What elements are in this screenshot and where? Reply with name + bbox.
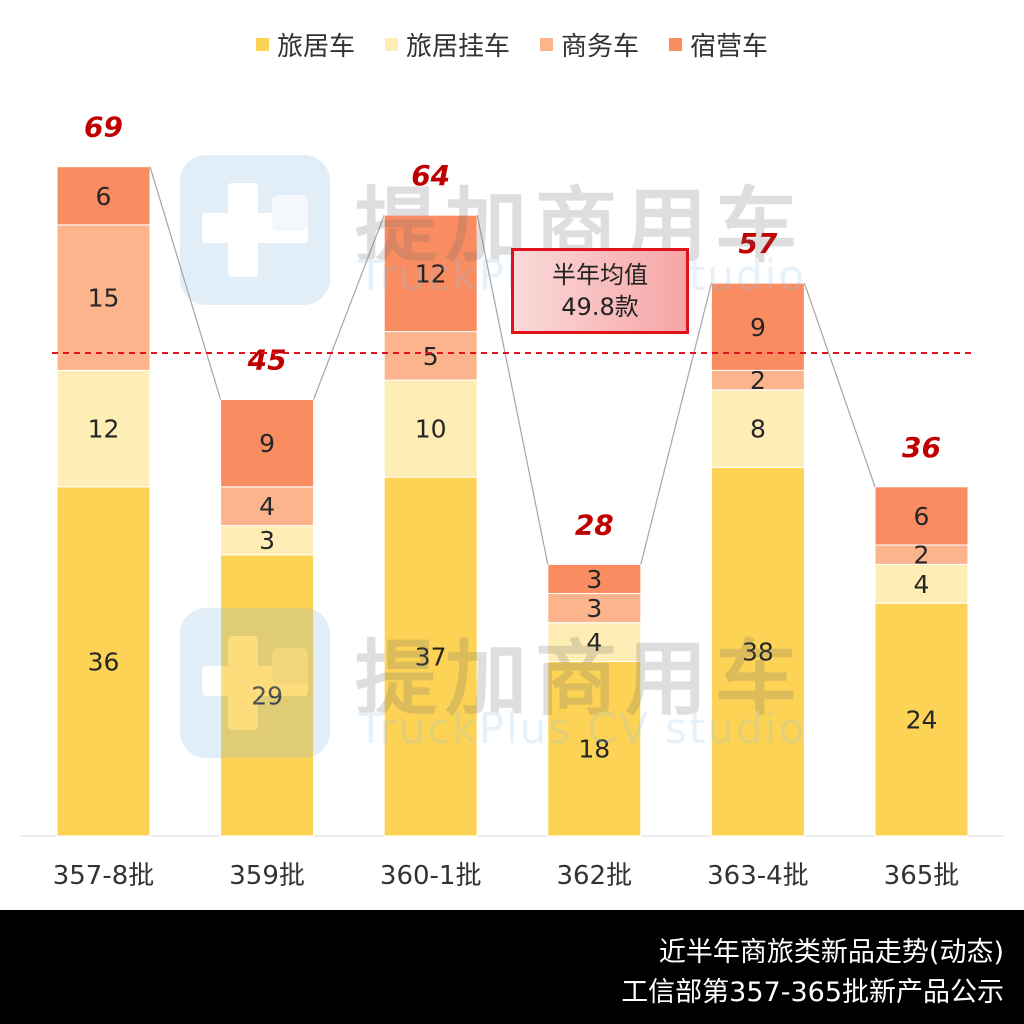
bar-segment-label: 2 xyxy=(914,541,930,570)
legend-label: 商务车 xyxy=(561,32,640,62)
stacked-bar-chart: 361215669357-8批2934945359批371051264360-1… xyxy=(20,111,1004,891)
connector-line xyxy=(149,166,222,400)
bar-segment-label: 4 xyxy=(259,492,275,521)
footer-title: 近半年商旅类新品走势(动态) xyxy=(658,937,1004,968)
bar-segment-label: 6 xyxy=(96,182,112,211)
bar-segment-label: 18 xyxy=(578,735,610,764)
bar-segment-label: 12 xyxy=(415,259,447,288)
bar-segment xyxy=(547,622,642,662)
bar-segment-label: 24 xyxy=(906,706,938,735)
connector-line xyxy=(803,282,876,487)
bar-segment xyxy=(56,166,151,226)
bar-segment xyxy=(547,660,642,837)
footer-source: 工信部第357-365批新产品公示 xyxy=(621,977,1004,1008)
legend: 旅居车 旅居挂车 商务车 宿营车 xyxy=(0,26,1024,63)
x-tick-label: 363-4批 xyxy=(707,861,809,891)
legend-swatch xyxy=(255,38,269,51)
bar-segment xyxy=(547,563,642,595)
connector-line xyxy=(476,215,549,565)
bar-segment-label: 8 xyxy=(750,415,766,444)
bar-segment-label: 3 xyxy=(259,526,275,555)
bar-segment xyxy=(56,486,151,837)
bar-total-label: 69 xyxy=(84,111,123,144)
legend-swatch xyxy=(384,38,398,51)
bar-segment-label: 38 xyxy=(742,638,774,667)
legend-label: 宿营车 xyxy=(690,32,769,62)
x-tick-label: 360-1批 xyxy=(380,861,482,891)
bar-segment xyxy=(383,331,478,381)
bar-segment-label: 6 xyxy=(914,502,930,531)
legend-item-camper: 宿营车 xyxy=(669,26,768,63)
bar-segment xyxy=(547,593,642,624)
legend-swatch xyxy=(669,38,683,51)
bar-segment xyxy=(220,399,315,488)
legend-label: 旅居挂车 xyxy=(405,32,510,62)
bar-segment xyxy=(220,486,315,527)
bar-segment xyxy=(383,379,478,478)
bar-segment-label: 5 xyxy=(423,342,439,371)
footer: 近半年商旅类新品走势(动态) 工信部第357-365批新产品公示 xyxy=(0,910,1024,1024)
bar-segment xyxy=(874,486,969,546)
bar-segment-label: 4 xyxy=(914,570,930,599)
bar-segment xyxy=(710,282,805,371)
bar-total-label: 36 xyxy=(902,431,941,464)
bar-segment xyxy=(383,214,478,333)
bar-segment xyxy=(874,563,969,604)
legend-label: 旅居车 xyxy=(276,32,355,62)
connector-line xyxy=(640,282,712,565)
average-value: 49.8款 xyxy=(561,293,639,321)
bar-segment xyxy=(383,476,478,837)
bar-segment-label: 29 xyxy=(251,681,283,710)
average-callout: 半年均值 49.8款 xyxy=(511,248,689,334)
bar-segment-label: 3 xyxy=(586,565,602,594)
legend-swatch xyxy=(540,38,553,51)
bar-total-label: 57 xyxy=(738,227,777,260)
bar-segment-label: 37 xyxy=(415,643,447,672)
legend-item-business: 商务车 xyxy=(540,26,639,63)
bar-segment xyxy=(874,602,969,837)
bar-segment xyxy=(220,525,315,556)
bar-segment-label: 2 xyxy=(750,366,766,395)
bar-segment-label: 12 xyxy=(88,415,120,444)
bar-segment xyxy=(710,389,805,468)
bar-segment-label: 9 xyxy=(259,429,275,458)
average-label: 半年均值 xyxy=(552,261,648,289)
x-tick-label: 365批 xyxy=(884,861,960,891)
bar-segment-label: 3 xyxy=(586,594,602,623)
bar-segment-label: 36 xyxy=(88,647,120,676)
x-tick-label: 362批 xyxy=(556,861,632,891)
connector-line xyxy=(313,214,385,400)
bar-segment-label: 4 xyxy=(586,628,602,657)
x-tick-label: 357-8批 xyxy=(53,861,155,891)
legend-item-rv: 旅居车 xyxy=(255,26,355,63)
x-tick-label: 359批 xyxy=(229,861,305,891)
bar-total-label: 28 xyxy=(575,508,614,541)
bar-segment xyxy=(220,554,315,837)
bar-segment xyxy=(710,466,805,837)
legend-item-trailer: 旅居挂车 xyxy=(384,26,510,63)
bar-total-label: 64 xyxy=(411,159,450,192)
bar-total-label: 45 xyxy=(247,344,287,377)
bar-segment-label: 10 xyxy=(415,415,447,444)
bar-segment-label: 9 xyxy=(750,313,766,342)
bar-segment-label: 15 xyxy=(88,284,120,313)
bar-segment xyxy=(56,369,151,488)
